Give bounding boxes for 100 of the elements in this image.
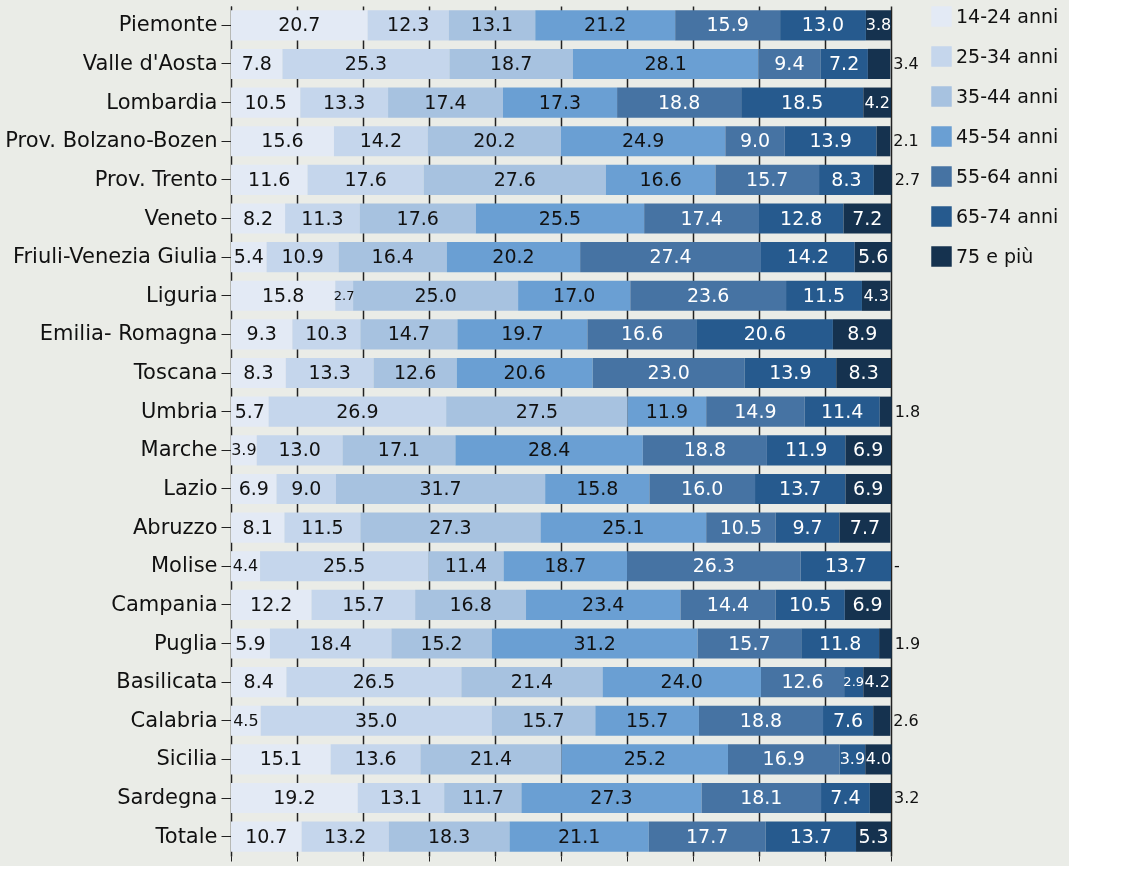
data-label: 6.9 [238,476,269,499]
y-tick-label: Liguria [145,282,218,307]
data-label: 15.7 [342,592,385,615]
y-tick-label: Abruzzo [132,514,218,539]
data-label: 27.3 [429,515,472,538]
y-tick-label: Sardegna [117,785,218,810]
data-label: 15.6 [261,129,304,152]
legend-label: 65-74 anni [956,204,1059,227]
data-label: 1.9 [894,633,921,653]
data-label: 11.6 [248,167,291,190]
data-label: 17.3 [538,90,582,113]
y-tick-label: Molise [151,553,218,578]
data-label: 21.1 [557,824,601,847]
data-label: 7.4 [830,786,861,809]
data-label: 3.4 [893,53,919,73]
data-label: 16.9 [762,747,805,770]
data-label: 9.4 [774,51,805,74]
data-label: 8.3 [831,167,862,190]
data-label: 35.0 [355,708,398,731]
data-label: 11.4 [444,554,488,577]
data-label: 26.5 [352,670,396,693]
data-label: 20.6 [503,361,546,384]
data-label: 18.7 [544,554,587,577]
data-label: 1.8 [894,401,921,421]
data-label: 15.2 [420,631,463,654]
data-label: 13.0 [278,438,321,461]
data-label: 20.2 [473,129,516,152]
data-label: 25.0 [414,283,457,306]
data-label: 15.9 [706,13,749,36]
data-label: 10.5 [719,515,763,538]
data-label: 6.9 [853,438,884,461]
data-label: 2.7 [894,169,921,189]
data-label: 17.7 [686,824,729,847]
data-label: 19.7 [501,322,544,345]
data-label: 14.4 [706,592,750,615]
data-label: 15.7 [625,708,669,731]
data-label: 7.8 [241,51,272,74]
y-tick-label: Emilia- Romagna [39,321,218,346]
data-label: 2.1 [893,131,919,151]
data-label: 25.2 [623,747,666,770]
data-label: 18.5 [781,90,824,113]
legend-label: 14-24 anni [956,4,1059,27]
data-label: 11.4 [821,399,864,422]
data-label: 4.0 [865,749,892,769]
data-label: 4.2 [864,672,890,692]
data-label: 5.7 [234,399,265,422]
data-label: 15.7 [728,631,771,654]
data-label: 15.7 [746,167,789,190]
data-label: 8.2 [242,206,274,229]
data-label: 17.1 [377,438,421,461]
data-label: 3.2 [894,788,920,808]
data-label: 11.9 [645,399,689,422]
data-label: 26.3 [692,554,735,577]
data-label: - [894,556,900,576]
data-label: 18.8 [657,90,701,113]
data-label: 12.6 [393,361,437,384]
y-tick-label: Valle d'Aosta [82,50,218,75]
data-label: 31.7 [419,476,462,499]
data-label: 3.9 [839,749,866,769]
data-label: 9.0 [739,129,771,152]
data-label: 24.9 [622,129,665,152]
data-label: 4.4 [232,556,259,576]
data-label: 13.1 [470,13,514,36]
data-label: 18.1 [740,786,783,809]
data-label: 28.1 [644,51,687,74]
data-label: 2.9 [843,674,865,690]
data-label: 13.7 [789,824,832,847]
legend-label: 45-54 anni [956,124,1059,147]
data-label: 12.2 [250,592,293,615]
data-label: 18.8 [683,438,727,461]
data-label: 3.9 [231,440,257,460]
data-label: 4.3 [863,285,889,305]
data-label: 2.7 [333,287,355,303]
data-label: 7.2 [829,51,860,74]
data-label: 8.3 [243,361,274,384]
data-label: 19.2 [273,786,316,809]
y-tick-label: Prov. Bolzano-Bozen [5,128,218,153]
data-label: 26.9 [336,399,379,422]
y-tick-label: Campania [111,591,218,616]
data-label: 27.5 [515,399,559,422]
legend-label: 35-44 anni [956,84,1059,107]
data-label: 20.6 [743,322,787,345]
data-label: 17.6 [396,206,439,229]
data-label: 14.9 [734,399,777,422]
data-label: 18.7 [490,51,533,74]
data-label: 11.8 [819,631,862,654]
y-tick-label: Puglia [154,630,218,655]
data-label: 5.6 [858,245,889,268]
data-label: 13.7 [779,476,822,499]
y-tick-label: Totale [154,823,218,848]
y-tick-label: Toscana [132,360,218,385]
y-tick-label: Sicilia [156,746,218,771]
legend-label: 75 e più [956,244,1034,267]
data-label: 13.7 [824,554,867,577]
data-label: 9.3 [246,322,277,345]
data-label: 15.8 [576,476,619,499]
data-label: 13.1 [379,786,423,809]
y-tick-label: Lazio [163,475,218,500]
data-label: 4.2 [864,92,890,112]
data-label: 5.4 [233,245,264,268]
